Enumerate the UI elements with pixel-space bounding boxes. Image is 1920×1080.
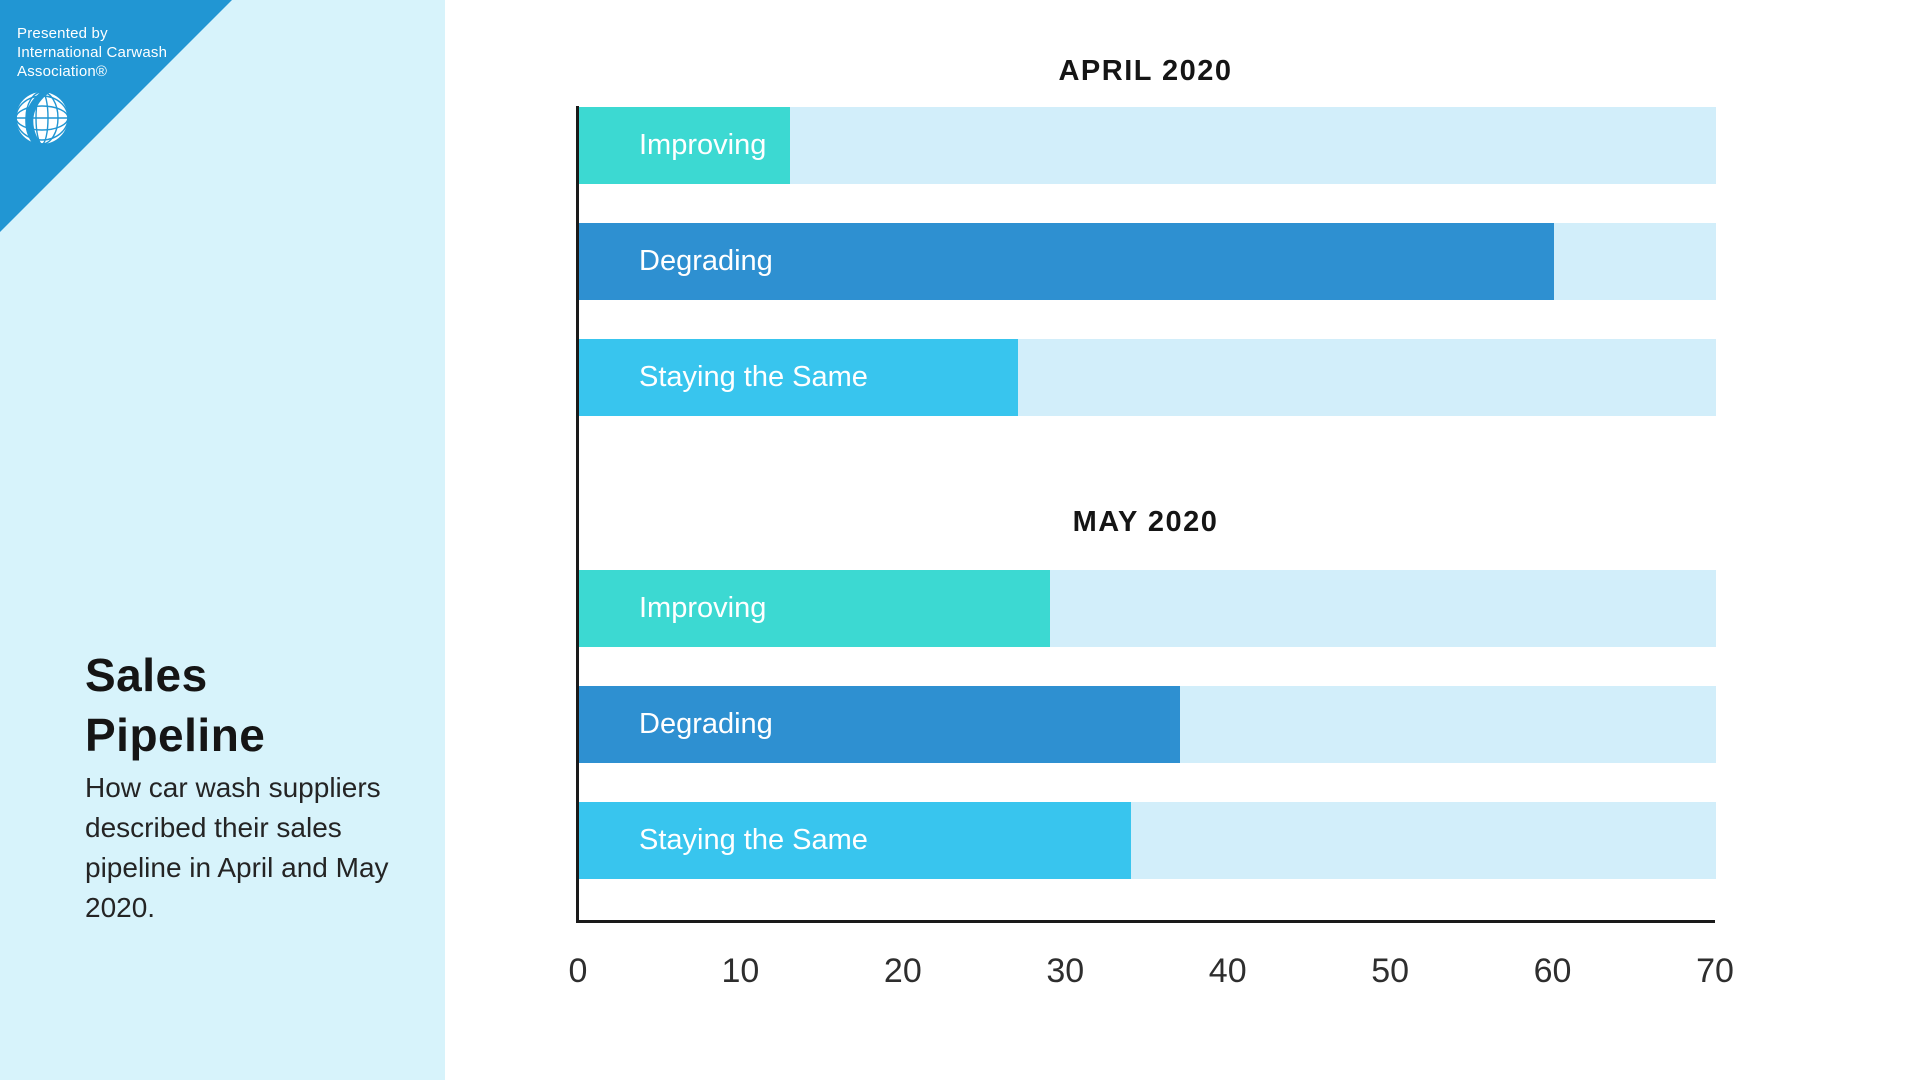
- sidebar: Presented by International Carwash Assoc…: [0, 0, 445, 1080]
- globe-swoosh-icon: [15, 90, 69, 146]
- presented-by-line: Presented by: [17, 25, 108, 42]
- chart-group-april: Improving Degrading Staying the Same: [579, 107, 1716, 455]
- bar-label: Degrading: [639, 708, 773, 740]
- bar-fill-staying-the-same: Staying the Same: [579, 339, 1018, 416]
- bar-row: Staying the Same: [579, 802, 1716, 879]
- page-title: Sales Pipeline: [85, 645, 265, 765]
- chart-group-may: Improving Degrading Staying the Same: [579, 570, 1716, 918]
- bar-row: Degrading: [579, 686, 1716, 763]
- page-title-line: Pipeline: [85, 709, 266, 761]
- chart-group-title-april: APRIL 2020: [1058, 55, 1233, 87]
- x-tick-label: 70: [1696, 952, 1734, 990]
- x-tick-label: 20: [883, 952, 922, 990]
- bar-fill-improving: Improving: [579, 107, 791, 184]
- bar-row: Improving: [579, 107, 1716, 184]
- page-description: How car wash suppliers described their s…: [85, 772, 389, 923]
- bar-label: Staying the Same: [639, 361, 868, 393]
- x-tick-label: 10: [721, 952, 760, 990]
- x-tick-label: 40: [1208, 952, 1247, 990]
- x-axis-ticks: 0 10 20 30 40 50 60 70: [569, 952, 1734, 996]
- bar-fill-staying-the-same: Staying the Same: [579, 802, 1132, 879]
- bar-label: Degrading: [639, 245, 773, 277]
- bar-fill-degrading: Degrading: [579, 686, 1180, 763]
- chart-group-title-may: MAY 2020: [1072, 506, 1219, 538]
- x-axis-line: [576, 920, 1715, 923]
- x-tick-label: 50: [1371, 952, 1410, 990]
- x-tick-label: 0: [568, 952, 588, 990]
- bar-label: Improving: [639, 129, 767, 161]
- bar-row: Improving: [579, 570, 1716, 647]
- bar-label: Improving: [639, 592, 767, 624]
- bar-label: Staying the Same: [639, 824, 868, 856]
- x-tick-label: 60: [1533, 952, 1572, 990]
- bar-row: Degrading: [579, 223, 1716, 300]
- bar-fill-degrading: Degrading: [579, 223, 1554, 300]
- y-axis-line: [576, 106, 579, 923]
- presented-by-line: Association®: [17, 63, 108, 80]
- x-tick-label: 30: [1046, 952, 1085, 990]
- bar-row: Staying the Same: [579, 339, 1716, 416]
- presented-by-text: Presented by International Carwash Assoc…: [17, 24, 167, 81]
- bar-fill-improving: Improving: [579, 570, 1051, 647]
- page-title-line: Sales: [85, 649, 208, 701]
- presented-by-line: International Carwash: [17, 44, 168, 61]
